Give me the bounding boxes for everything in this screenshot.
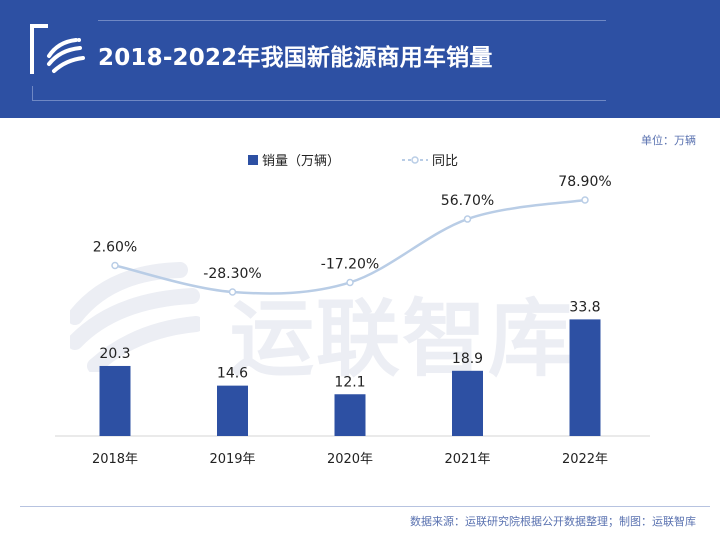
bar-label-0: 20.3 xyxy=(99,346,130,362)
header-divider-left xyxy=(32,86,33,101)
legend-bar-label: 销量（万辆） xyxy=(262,154,340,169)
growth-point-4 xyxy=(581,196,589,204)
source-note: 数据来源：运联研究院根据公开数据整理；制图：运联智库 xyxy=(410,515,696,528)
growth-label-0: 2.60% xyxy=(93,239,137,255)
legend-bar-swatch xyxy=(248,155,258,165)
growth-label-1: -28.30% xyxy=(203,266,261,282)
growth-label-2: -17.20% xyxy=(321,256,379,272)
growth-label-4: 78.90% xyxy=(558,174,611,190)
unit-label: 单位：万辆 xyxy=(641,134,696,147)
legend-line-marker xyxy=(411,156,419,164)
watermark-logo-icon xyxy=(70,262,200,372)
bar-label-3: 18.9 xyxy=(452,351,483,367)
header-bracket xyxy=(30,24,48,74)
growth-label-3: 56.70% xyxy=(441,193,494,209)
watermark-text: 运联智库 xyxy=(230,290,575,388)
page-title: 2018-2022年我国新能源商用车销量 xyxy=(98,45,493,71)
footer-divider xyxy=(20,506,710,507)
header-banner: 2018-2022年我国新能源商用车销量 xyxy=(0,0,720,118)
header-divider-bottom xyxy=(32,100,606,101)
bar-2 xyxy=(334,394,366,436)
x-tick-label-4: 2022年 xyxy=(562,452,608,467)
bar-4 xyxy=(569,319,601,436)
bar-label-4: 33.8 xyxy=(569,299,600,315)
x-tick-label-0: 2018年 xyxy=(92,452,138,467)
growth-point-0 xyxy=(111,261,119,270)
growth-point-1 xyxy=(228,288,237,296)
bar-0 xyxy=(99,365,131,436)
x-tick-label-1: 2019年 xyxy=(209,452,255,467)
growth-point-3 xyxy=(463,215,472,223)
sales-chart: 销量（万辆） 同比 20.3 14.6 12.1 18.9 33.8 2018年 2019年 20… xyxy=(55,154,650,467)
bar-1 xyxy=(217,385,248,436)
bar-3 xyxy=(452,370,483,436)
bar-label-2: 12.1 xyxy=(334,374,365,390)
bar-label-1: 14.6 xyxy=(217,366,248,382)
growth-point-2 xyxy=(346,278,354,287)
legend-line-label: 同比 xyxy=(432,154,458,169)
yunlian-logo-icon xyxy=(47,38,85,73)
x-tick-label-3: 2021年 xyxy=(444,452,490,467)
x-tick-label-2: 2020年 xyxy=(327,452,373,467)
header-divider-top xyxy=(98,20,606,21)
